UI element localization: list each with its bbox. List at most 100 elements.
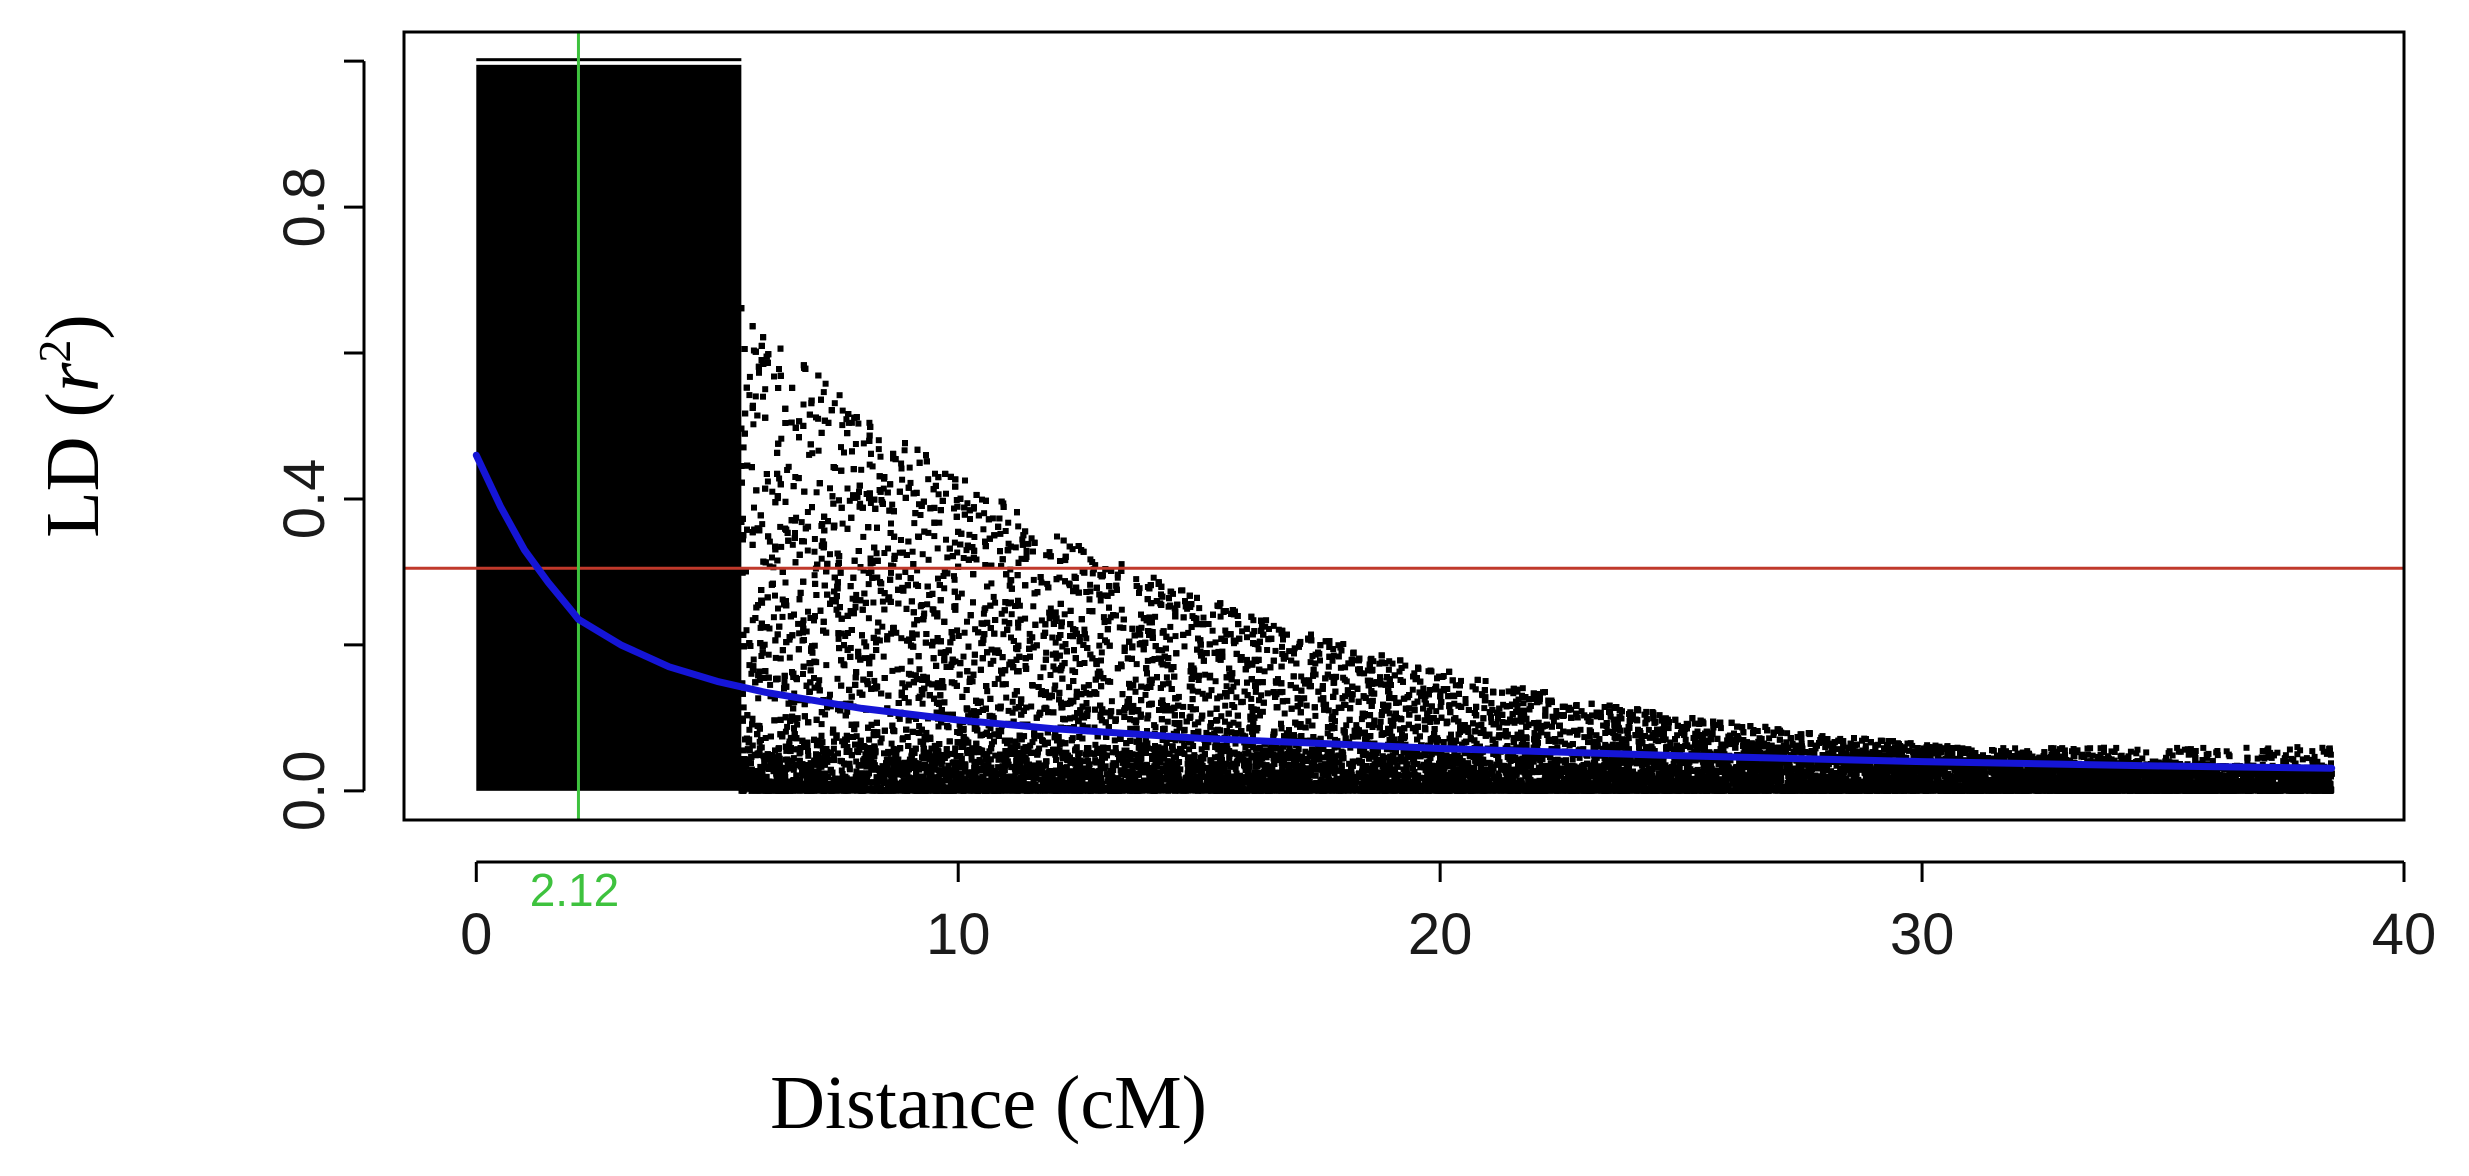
scatter-point [1058,739,1065,746]
scatter-point [807,615,814,621]
scatter-point [1114,571,1121,578]
scatter-point [866,736,873,743]
scatter-point [1365,722,1372,729]
scatter-point [1163,674,1170,681]
scatter-point [1736,758,1743,765]
scatter-point [1652,737,1659,744]
scatter-point [899,680,906,687]
scatter-point [855,420,862,427]
scatter-point [929,638,936,645]
scatter-point [885,545,891,552]
scatter-point [1518,718,1525,725]
scatter-point [1401,695,1408,702]
scatter-point [779,613,786,620]
scatter-point [1416,689,1423,696]
scatter-point [902,569,909,575]
scatter-point [860,440,867,447]
scatter-point [1066,684,1073,691]
scatter-point [1026,630,1033,637]
scatter-point [961,629,968,636]
scatter-point [1486,731,1493,738]
scatter-point [919,551,926,558]
scatter-point [1437,688,1444,695]
scatter-point [1136,630,1143,637]
scatter-point [988,778,995,785]
scatter-point [853,721,860,728]
scatter-point [1642,711,1649,718]
scatter-point [1186,683,1193,690]
scatter-point [1452,682,1459,689]
scatter-point [792,517,799,524]
scatter-point [1529,696,1536,703]
scatter-point [835,635,842,642]
scatter-point [836,392,843,399]
scatter-point [879,623,886,630]
scatter-point [932,470,938,477]
scatter-point [1015,523,1022,530]
scatter-point [1337,644,1344,651]
scatter-point [1101,619,1108,626]
scatter-point [1273,679,1280,686]
scatter-point [1302,680,1308,687]
scatter-point [1299,758,1306,765]
scatter-point [820,389,827,396]
scatter-point [1100,614,1107,621]
scatter-point [960,653,967,660]
scatter-point [1022,615,1029,622]
scatter-point [867,560,874,567]
scatter-point [827,485,833,492]
scatter-point [1041,741,1048,748]
scatter-point [1008,611,1015,618]
scatter-point [1514,688,1521,695]
scatter-point [1031,735,1038,742]
scatter-point [1335,653,1342,660]
scatter-point [750,656,757,663]
scatter-point [815,415,822,422]
scatter-point [995,764,1002,771]
scatter-point [1053,615,1060,622]
scatter-point [1171,605,1178,612]
scatter-point [849,595,856,602]
scatter-point [1018,555,1025,562]
scatter-point [1181,643,1188,650]
scatter-point [916,666,923,673]
scatter-point [1682,736,1689,743]
scatter-point [1798,750,1805,757]
scatter-point [1465,724,1472,731]
scatter-point [791,690,798,697]
scatter-point [784,723,791,730]
scatter-point [1167,636,1173,643]
scatter-point [1001,618,1008,625]
scatter-point [1396,668,1403,675]
scatter-point [1851,735,1857,741]
scatter-point [813,489,820,496]
scatter-point [1030,576,1037,583]
scatter-point [1550,718,1557,725]
scatter-point [898,635,905,642]
scatter-point [888,569,894,576]
scatter-point [1353,722,1360,729]
scatter-point [1191,752,1198,759]
scatter-point [1317,657,1323,664]
scatter-point [2001,755,2007,761]
scatter-point [811,548,818,555]
scatter-point [1212,678,1219,685]
scatter-point [906,464,913,471]
scatter-point [1155,647,1162,654]
scatter-point [896,549,903,556]
scatter-point [921,733,928,740]
scatter-point [998,610,1005,617]
scatter-point [1410,724,1417,731]
scatter-point [1411,700,1418,707]
scatter-point [895,756,902,763]
scatter-point [884,633,891,640]
scatter-point [756,369,762,376]
scatter-point [862,751,869,758]
scatter-point [1176,724,1183,731]
scatter-point [866,495,872,502]
scatter-point [755,695,762,702]
scatter-point [875,446,882,453]
scatter-point [943,536,949,543]
scatter-point [916,766,923,773]
